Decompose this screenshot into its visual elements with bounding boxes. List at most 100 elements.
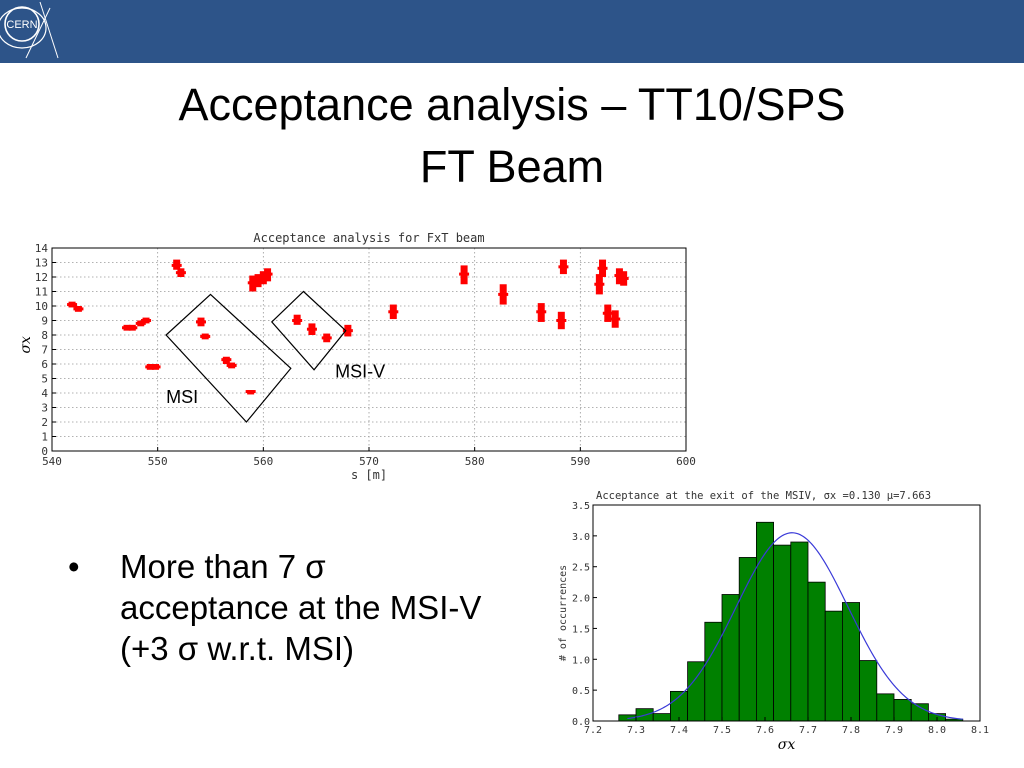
header-bar (0, 0, 1024, 63)
chart2-ytick-label-5: 2.5 (572, 563, 590, 574)
chart1-point-center-25 (498, 292, 509, 296)
cern-logo: CERN (0, 0, 63, 63)
logo-text: CERN (6, 19, 37, 31)
chart1-ytick-label-11: 11 (35, 286, 48, 299)
slide-title: Acceptance analysis – TT10/SPS FT Beam (0, 74, 1024, 198)
chart2-xtick-label-3: 7.5 (713, 725, 731, 736)
chart1-xtick-label-4: 580 (465, 455, 485, 468)
chart2-ytick-label-7: 3.5 (572, 501, 590, 512)
histogram-bar-2 (652, 713, 671, 722)
chart1-ytick-label-8: 8 (41, 329, 48, 342)
chart1-point-center-7 (150, 365, 161, 369)
chart1-ytick-label-7: 7 (41, 344, 48, 357)
histogram-bar-12 (824, 610, 843, 722)
histogram-bar-3 (670, 690, 689, 722)
chart1-point-center-8 (171, 263, 182, 267)
scatter-chart: 540 550 560 570 580 590 6000123456789101112131… (18, 231, 696, 482)
chart1-point-center-16 (253, 278, 264, 282)
chart1-point-center-15 (247, 281, 258, 285)
chart2-title: Acceptance at the exit of the MSIV, σx =… (596, 490, 931, 502)
chart1-xtick-label-6: 600 (676, 455, 696, 468)
chart2-xtick-label-4: 7.6 (756, 725, 774, 736)
bullet-line-3: (+3 σ w.r.t. MSI) (120, 630, 354, 667)
chart2-xlabel: σx (778, 737, 796, 753)
chart1-xtick-label-1: 550 (148, 455, 168, 468)
histogram-bar-15 (876, 693, 895, 722)
chart1-point-center-27 (556, 319, 567, 322)
region-box-msiv (270, 290, 347, 371)
chart1-title: Acceptance analysis for FxT beam (253, 231, 484, 245)
histogram-bar-14 (859, 660, 878, 722)
chart1-point-center-28 (558, 265, 569, 269)
msi-annotation: MSI (166, 387, 198, 407)
chart1-xtick-label-2: 560 (253, 455, 273, 468)
chart1-point-center-13 (226, 363, 237, 367)
chart1-ylabel: σx (18, 336, 34, 354)
chart1-xtick-label-0: 540 (42, 455, 62, 468)
histogram-bar-10 (790, 541, 809, 722)
chart1-point-center-20 (306, 327, 317, 331)
histogram-bar-13 (841, 602, 860, 722)
msiv-annotation: MSI-V (335, 362, 385, 382)
title-line-2: FT Beam (419, 141, 605, 192)
chart1-ytick-label-0: 0 (41, 445, 48, 458)
histogram-bar-8 (755, 521, 774, 722)
chart2-ytick-label-6: 3.0 (572, 532, 590, 543)
chart1-point-center-33 (614, 274, 625, 278)
chart1-point-center-32 (610, 317, 621, 321)
chart1-ytick-label-12: 12 (35, 271, 48, 284)
chart2-xtick-label-1: 7.3 (627, 725, 645, 736)
chart1-point-center-17 (258, 275, 269, 279)
histogram-bar-7 (738, 557, 757, 722)
chart1-point-center-23 (388, 310, 399, 314)
chart2-xtick-label-7: 7.9 (885, 725, 903, 736)
chart2-xtick-label-6: 7.8 (842, 725, 860, 736)
chart1-ytick-label-14: 14 (35, 242, 49, 255)
chart1-point-center-19 (292, 319, 303, 322)
chart1-ytick-label-6: 6 (41, 358, 48, 371)
chart2-ytick-label-1: 0.5 (572, 686, 590, 697)
chart1-ytick-label-9: 9 (41, 315, 48, 328)
chart1-point-center-1 (73, 307, 84, 311)
chart1-point-center-14 (245, 390, 256, 394)
chart2-xtick-label-5: 7.7 (799, 725, 817, 736)
chart1-point-center-11 (200, 334, 211, 338)
chart2-ytick-label-0: 0.0 (572, 717, 590, 728)
bullet-dot: • (68, 548, 80, 585)
title-line-1: Acceptance analysis – TT10/SPS (178, 79, 846, 130)
chart1-ytick-label-13: 13 (35, 257, 48, 270)
chart1-point-center-3 (127, 326, 138, 330)
chart1-point-center-21 (321, 336, 332, 340)
histogram-bar-9 (773, 544, 792, 722)
chart1-point-center-0 (67, 303, 78, 307)
chart1-point-center-5 (141, 319, 152, 322)
bullet-text: More than 7 σ acceptance at the MSI-V (+… (120, 546, 540, 669)
chart1-point-center-22 (342, 329, 353, 333)
bullet-line-1: More than 7 σ (120, 548, 326, 585)
chart2-ytick-label-4: 2.0 (572, 594, 590, 605)
chart1-ytick-label-3: 3 (41, 402, 48, 415)
chart2-ytick-label-3: 1.5 (572, 624, 590, 635)
chart1-ytick-label-5: 5 (41, 373, 48, 386)
bullet-line-2: acceptance at the MSI-V (120, 589, 482, 626)
histogram-bar-4 (687, 661, 706, 722)
chart1-xtick-label-3: 570 (359, 455, 379, 468)
chart2-ylabel: # of occurrences (558, 565, 569, 661)
chart1-point-center-34 (618, 276, 629, 280)
chart1-point-center-4 (135, 321, 146, 325)
chart1-point-center-30 (597, 266, 608, 270)
chart1-point-center-12 (221, 358, 232, 362)
chart2-xtick-label-0: 7.2 (584, 725, 602, 736)
chart1-point-center-6 (145, 365, 156, 369)
chart1-xtick-label-5: 590 (570, 455, 590, 468)
chart1-point-center-31 (602, 311, 613, 315)
chart1-point-center-10 (195, 320, 206, 324)
chart1-point-center-29 (594, 282, 605, 286)
histogram-chart: 7.2 7.3 7.4 7.5 7.6 7.7 7.8 7.9 8.0 8.1 0.0 0.5 1.0 1… (558, 490, 989, 753)
histogram-bar-17 (910, 703, 929, 722)
histogram-bar-16 (893, 698, 912, 722)
chart1-point-center-2 (122, 326, 133, 330)
chart1-xlabel: s [m] (351, 468, 387, 482)
chart2-ytick-label-2: 1.0 (572, 655, 590, 666)
histogram-bar-11 (807, 581, 826, 722)
